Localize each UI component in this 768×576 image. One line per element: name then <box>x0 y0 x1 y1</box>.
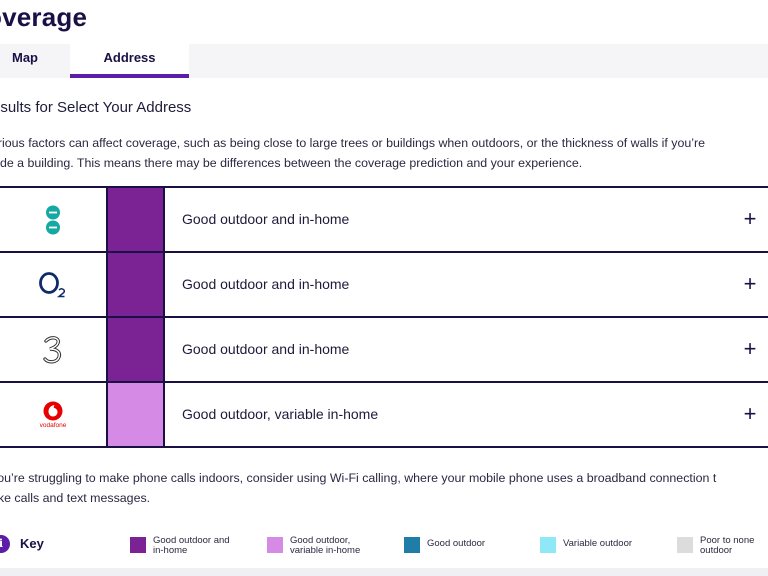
wifi-note-line-1: you’re struggling to make phone calls in… <box>0 471 717 485</box>
key-title: Key <box>20 536 44 551</box>
coverage-swatch <box>108 318 165 381</box>
coverage-label: Good outdoor and in-home <box>182 211 350 227</box>
vodafone-logo-cell: vodafone <box>0 383 108 446</box>
legend-swatch <box>130 537 146 553</box>
tab-map[interactable]: Map <box>12 50 38 65</box>
coverage-label: Good outdoor and in-home <box>182 276 350 292</box>
wifi-note-line-2: ake calls and text messages. <box>0 491 151 505</box>
expand-icon[interactable]: + <box>743 206 757 231</box>
legend-label: Good outdoor, variable in-home <box>290 535 361 556</box>
tab-address[interactable]: Address <box>70 44 189 78</box>
three-logo-icon <box>43 335 62 363</box>
o2-logo-cell <box>0 253 108 316</box>
o2-logo-icon <box>39 271 66 297</box>
results-heading: esults for Select Your Address <box>0 99 192 116</box>
vodafone-logo-icon <box>43 401 63 420</box>
operator-row-three[interactable]: Good outdoor and in-home + <box>0 318 768 383</box>
legend-label: Good outdoor and in-home <box>153 535 230 556</box>
ee-logo-cell <box>0 188 108 251</box>
legend-label: Good outdoor <box>427 538 486 549</box>
coverage-label: Good outdoor and in-home <box>182 341 350 357</box>
expand-icon[interactable]: + <box>743 336 757 361</box>
legend-label: Poor to none outdoor <box>700 535 755 556</box>
tab-bar: Map Address <box>0 44 768 78</box>
info-icon[interactable]: i <box>0 535 10 553</box>
legend-swatch <box>677 537 693 553</box>
expand-icon[interactable]: + <box>743 401 757 426</box>
operator-row-vodafone[interactable]: vodafone Good outdoor, variable in-home … <box>0 383 768 448</box>
page-title: overage <box>0 2 88 32</box>
disclaimer-line-2: side a building. This means there may be… <box>0 156 583 170</box>
legend-label: Variable outdoor <box>563 538 633 549</box>
coverage-label: Good outdoor, variable in-home <box>182 406 379 422</box>
disclaimer-line-1: arious factors can affect coverage, such… <box>0 136 705 150</box>
operator-row-o2[interactable]: Good outdoor and in-home + <box>0 253 768 318</box>
legend-swatch <box>404 537 420 553</box>
coverage-disclaimer: arious factors can affect coverage, such… <box>0 133 766 173</box>
coverage-swatch <box>108 253 165 316</box>
operator-row-ee[interactable]: Good outdoor and in-home + <box>0 188 768 253</box>
coverage-table: Good outdoor and in-home + Good outdoor … <box>0 186 768 448</box>
legend-swatch <box>540 537 556 553</box>
coverage-swatch <box>108 383 165 446</box>
legend-swatch <box>267 537 283 553</box>
wifi-calling-note: you’re struggling to make phone calls in… <box>0 468 768 508</box>
expand-icon[interactable]: + <box>743 271 757 296</box>
ee-logo-icon <box>46 205 60 234</box>
bottom-strip <box>0 568 768 576</box>
three-logo-cell <box>0 318 108 381</box>
coverage-key: i Key Good outdoor and in-home Good outdo… <box>0 526 768 566</box>
vodafone-logo-text: vodafone <box>39 421 67 429</box>
coverage-swatch <box>108 188 165 251</box>
